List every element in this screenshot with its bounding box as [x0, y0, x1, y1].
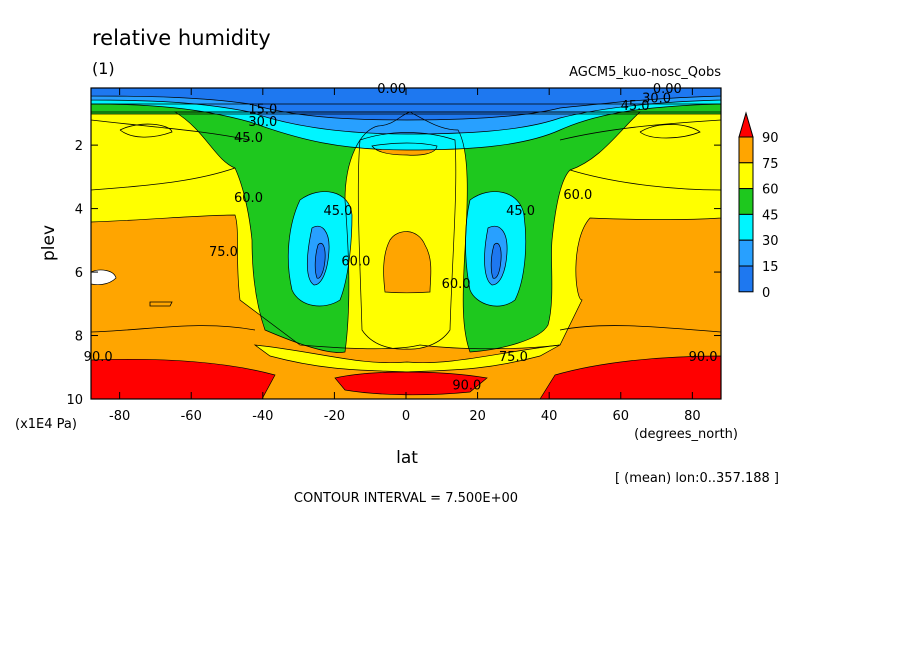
- contour-line: [91, 325, 256, 333]
- contour-label: 30.0: [642, 91, 671, 106]
- contour-line: [91, 167, 236, 191]
- contour-line: [639, 124, 701, 139]
- contour-edge: [314, 242, 326, 279]
- colorbar-label: 60: [762, 183, 779, 198]
- region-0-15-left: [315, 243, 326, 279]
- x-tick-label: 80: [684, 409, 701, 424]
- x-tick-label: -40: [252, 409, 273, 424]
- colorbar-label: 15: [762, 260, 779, 275]
- y-axis-label: plev: [39, 225, 59, 261]
- colorbar-label: 45: [762, 208, 779, 223]
- contour-line: [559, 325, 721, 333]
- y-tick-label: 6: [75, 266, 83, 281]
- contour-line: [569, 169, 721, 191]
- contour-edge: [307, 226, 330, 286]
- contour-label: 90.0: [84, 350, 113, 365]
- x-tick-label: -20: [324, 409, 345, 424]
- plot-area: 0.0015.030.045.060.045.075.060.060.045.0…: [84, 82, 722, 400]
- contour-edge: [287, 191, 353, 307]
- contour-edge: [371, 142, 438, 156]
- y-tick-label: 2: [75, 139, 83, 154]
- y-tick-label: 10: [66, 393, 83, 408]
- contour-edge: [484, 226, 508, 286]
- contour-edge: [334, 371, 488, 396]
- contour-label: 60.0: [341, 255, 370, 270]
- colorbar-label: 30: [762, 234, 779, 249]
- contour-interval: CONTOUR INTERVAL = 7.500E+00: [294, 491, 518, 506]
- contour-label: 45.0: [506, 204, 535, 219]
- region-90-center: [335, 372, 487, 395]
- colorbar-swatch: [738, 111, 754, 138]
- region-90-right: [540, 356, 721, 399]
- x-axis: -80 -60 -40 -20 0 20 40 60 80: [109, 88, 701, 424]
- contour-labels: 0.0015.030.045.060.045.075.060.060.045.0…: [84, 82, 718, 394]
- region-missing: [91, 269, 117, 286]
- y-tick-label: 8: [75, 330, 83, 345]
- contour-label: 75.0: [499, 350, 528, 365]
- colorbar-swatch: [738, 213, 754, 241]
- contour-label: 60.0: [442, 277, 471, 292]
- colorbar-swatch: [738, 136, 754, 164]
- x-tick-label: 40: [541, 409, 558, 424]
- contour-label: 75.0: [209, 245, 238, 260]
- region-60-75-lower: [255, 345, 560, 372]
- contour-line: [91, 119, 251, 141]
- panel-label: (1): [92, 59, 115, 78]
- contour-edge: [383, 231, 432, 294]
- chart-title: relative humidity: [92, 26, 271, 50]
- contour-label: 60.0: [234, 191, 263, 206]
- contour-edge: [173, 111, 411, 353]
- contour-edge: [91, 88, 721, 151]
- region-75-90-center: [383, 231, 431, 293]
- contour-edge: [253, 344, 561, 373]
- colorbar-swatch: [738, 265, 754, 293]
- contour-edge: [490, 242, 502, 279]
- x-tick-label: -80: [109, 409, 130, 424]
- y-axis-units: (x1E4 Pa): [15, 417, 77, 432]
- contour-line: [119, 123, 173, 138]
- contour-edge: [91, 103, 721, 115]
- colorbar-swatch: [738, 162, 754, 190]
- x-axis-label: lat: [396, 448, 418, 468]
- contour-label: 60.0: [563, 188, 592, 203]
- contour-label: 45.0: [324, 204, 353, 219]
- contour-edge: [91, 88, 721, 135]
- x-tick-label: 0: [402, 409, 410, 424]
- contour-edge: [91, 88, 721, 121]
- experiment-name: AGCM5_kuo-nosc_Qobs: [569, 65, 721, 80]
- contour-edge: [91, 359, 276, 399]
- contour-edge: [357, 132, 457, 350]
- contour-label: 0.00: [653, 82, 682, 97]
- region-0-15-right: [491, 243, 502, 279]
- x-axis-units: (degrees_north): [634, 427, 738, 442]
- contour-label: 45.0: [621, 99, 650, 114]
- contour-label: 15.0: [248, 102, 277, 117]
- region-90-left: [91, 359, 275, 399]
- colorbar-label: 0: [762, 286, 770, 301]
- colorbar-swatch: [738, 239, 754, 267]
- contour-line: [559, 119, 721, 141]
- colorbar-label: 90: [762, 131, 779, 146]
- colorbar-label: 75: [762, 157, 779, 172]
- y-axis: 2 4 6 8 10: [66, 139, 721, 408]
- contour-label: 30.0: [248, 115, 277, 130]
- y-tick-label: 4: [75, 203, 83, 218]
- mean-note: [ (mean) lon:0..357.188 ]: [615, 471, 779, 486]
- contour-edge: [91, 111, 721, 350]
- filled-contours: [91, 88, 721, 399]
- contour-edge: [409, 111, 641, 353]
- contour-label: 45.0: [234, 131, 263, 146]
- colorbar: 90 75 60 45 30 15 0: [738, 111, 779, 301]
- x-tick-label: 20: [469, 409, 486, 424]
- contour-line: [149, 301, 173, 307]
- x-tick-label: 60: [612, 409, 629, 424]
- contour-label: 0.00: [377, 82, 406, 97]
- x-tick-label: -60: [181, 409, 202, 424]
- colorbar-swatch: [738, 188, 754, 215]
- contour-label: 90.0: [452, 378, 481, 393]
- contour-label: 90.0: [689, 350, 718, 365]
